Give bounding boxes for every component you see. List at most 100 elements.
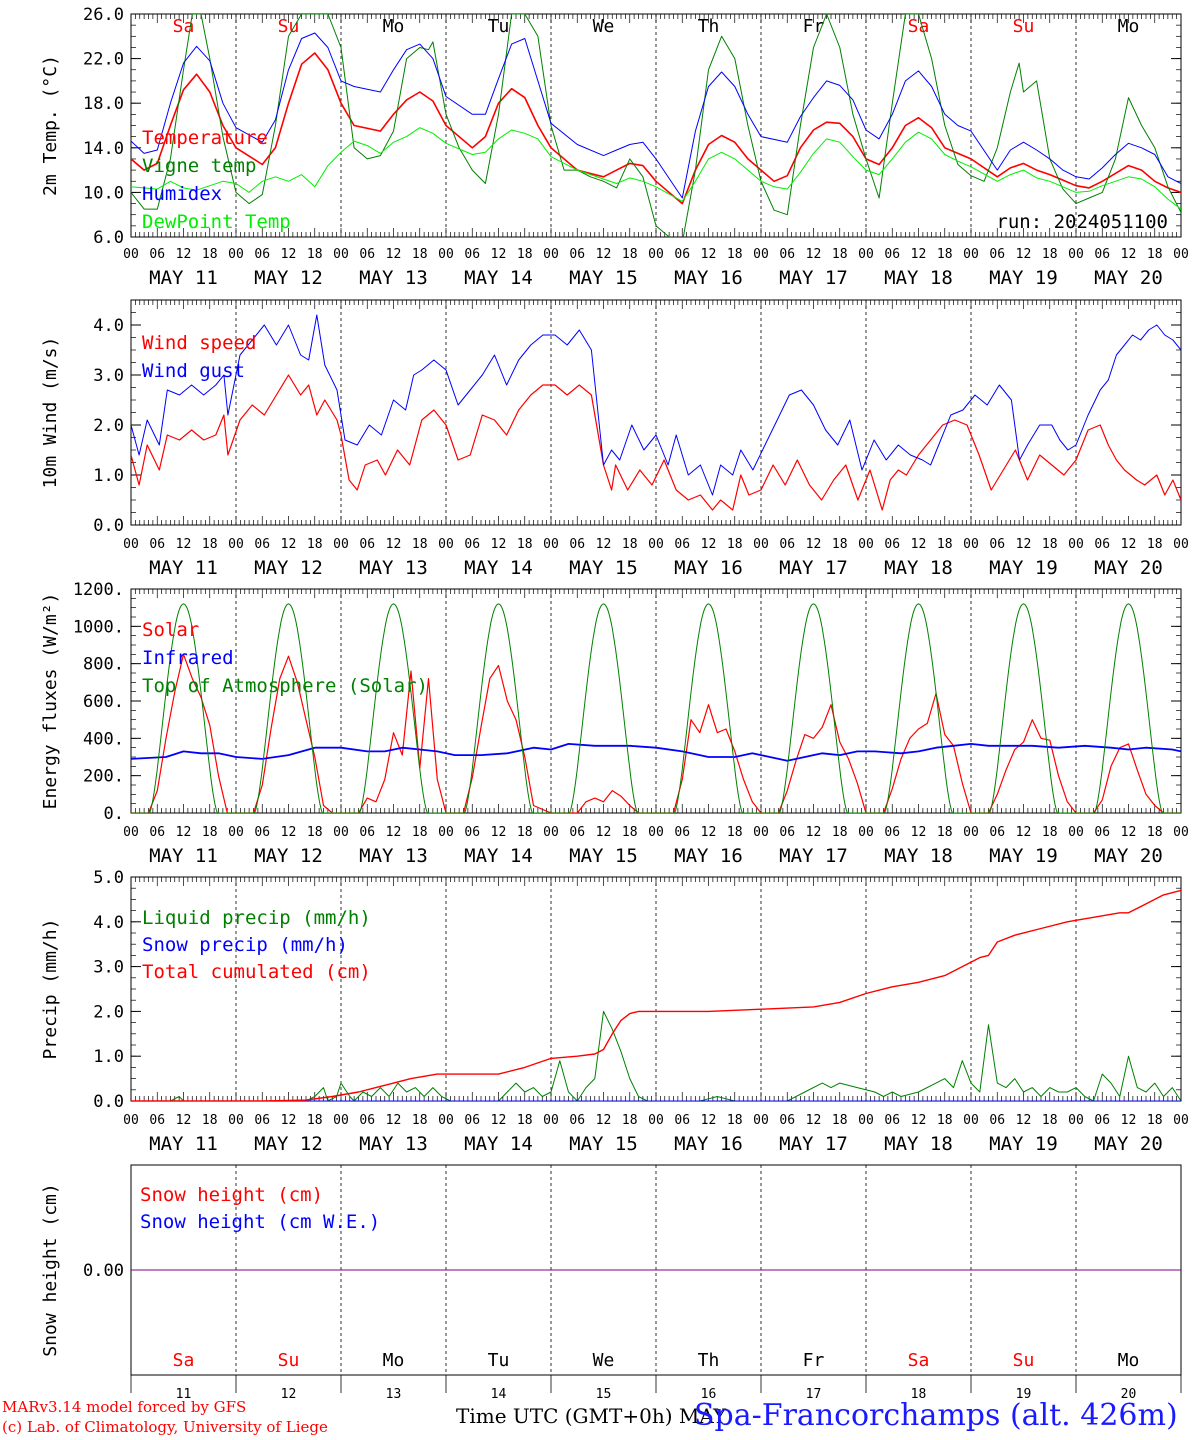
x-tick-label: 00	[228, 1113, 244, 1128]
y-tick-label: 0.00	[83, 1261, 124, 1281]
x-tick-label: 00	[123, 1113, 139, 1128]
x-day-label: MAY 17	[779, 845, 848, 867]
x-day-label: MAY 14	[464, 267, 533, 289]
x-tick-label: 00	[438, 537, 454, 552]
y-tick-label: 800.	[83, 655, 124, 675]
x-tick-label: 12	[176, 825, 192, 840]
x-tick-label: 00	[543, 247, 559, 262]
x-day-label: MAY 20	[1094, 1133, 1163, 1155]
x-tick-label: 12	[911, 1113, 927, 1128]
day-number-label: 17	[806, 1387, 822, 1402]
weekday-label: Su	[1013, 1350, 1035, 1371]
x-tick-label: 06	[779, 247, 795, 262]
x-tick-label: 18	[727, 825, 743, 840]
x-tick-label: 06	[254, 537, 270, 552]
x-day-label: MAY 20	[1094, 267, 1163, 289]
y-tick-label: 1.0	[93, 466, 124, 486]
x-tick-label: 00	[858, 537, 874, 552]
x-tick-label: 12	[386, 247, 402, 262]
x-tick-label: 12	[806, 537, 822, 552]
x-tick-label: 00	[1068, 1113, 1084, 1128]
x-tick-label: 00	[438, 247, 454, 262]
x-tick-label: 06	[674, 825, 690, 840]
x-tick-label: 06	[884, 1113, 900, 1128]
weekday-label: Th	[698, 1350, 720, 1371]
x-tick-label: 00	[228, 537, 244, 552]
x-tick-label: 06	[674, 247, 690, 262]
x-tick-label: 00	[1068, 825, 1084, 840]
run-label: run: 2024051100	[996, 211, 1168, 233]
x-tick-label: 00	[858, 1113, 874, 1128]
x-tick-label: 12	[806, 1113, 822, 1128]
y-tick-label: 6.0	[93, 228, 124, 248]
y-tick-label: 1000.	[73, 617, 124, 637]
x-tick-label: 12	[176, 1113, 192, 1128]
x-tick-label: 18	[832, 537, 848, 552]
legend-entry: Wind speed	[142, 332, 256, 354]
x-day-label: MAY 18	[884, 1133, 953, 1155]
weekday-label: Mo	[1118, 16, 1140, 37]
x-tick-label: 06	[149, 1113, 165, 1128]
x-tick-label: 00	[333, 247, 349, 262]
panel-precip: 0.0 1.0 2.0 3.0 4.0 5.0 Precip (mm/h) 00 06 12 18 M…	[40, 868, 1189, 1155]
x-tick-label: 00	[438, 825, 454, 840]
series-group	[131, 14, 1181, 237]
x-tick-label: 12	[176, 247, 192, 262]
x-tick-label: 06	[359, 825, 375, 840]
weekday-label: Su	[1013, 16, 1035, 37]
series-group	[131, 314, 1181, 511]
y-tick-label: 3.0	[93, 366, 124, 386]
x-tick-label: 00	[123, 537, 139, 552]
x-tick-label: 06	[464, 247, 480, 262]
x-tick-label: 18	[412, 247, 428, 262]
y-tick-label: 2.0	[93, 1002, 124, 1022]
x-tick-label: 12	[701, 825, 717, 840]
x-tick-label: 06	[359, 537, 375, 552]
x-day-label: MAY 18	[884, 267, 953, 289]
x-tick-label: 06	[569, 1113, 585, 1128]
x-tick-label: 00	[963, 825, 979, 840]
x-tick-label: 18	[517, 247, 533, 262]
credit-line-2: (c) Lab. of Climatology, University of L…	[2, 1418, 328, 1436]
x-tick-label: 18	[1147, 537, 1163, 552]
weekday-label: Su	[278, 16, 300, 37]
x-tick-label: 12	[386, 1113, 402, 1128]
x-tick-label: 00	[648, 247, 664, 262]
x-day-label: MAY 17	[779, 267, 848, 289]
x-day-label: MAY 17	[779, 1133, 848, 1155]
x-day-label: MAY 19	[989, 267, 1058, 289]
x-day-label: MAY 13	[359, 1133, 428, 1155]
x-tick-label: 06	[464, 1113, 480, 1128]
x-tick-label: 06	[884, 247, 900, 262]
x-tick-label: 06	[989, 825, 1005, 840]
x-tick-label: 06	[254, 247, 270, 262]
weekday-label: Th	[698, 16, 720, 37]
x-day-label: MAY 20	[1094, 845, 1163, 867]
x-tick-label: 06	[569, 247, 585, 262]
x-tick-label: 06	[989, 1113, 1005, 1128]
weekday-label: Sa	[908, 16, 930, 37]
x-tick-label: 12	[596, 1113, 612, 1128]
x-tick-label: 18	[202, 537, 218, 552]
day-number-label: 14	[491, 1387, 507, 1402]
weekday-label: Fr	[803, 16, 825, 37]
x-tick-label: 00	[648, 1113, 664, 1128]
x-tick-label: 06	[254, 1113, 270, 1128]
x-tick-label: 06	[779, 537, 795, 552]
plot-frame	[130, 13, 1182, 238]
x-tick-label: 18	[1042, 825, 1058, 840]
x-day-label: MAY 15	[569, 557, 638, 579]
legend-entry: Snow height (cm)	[140, 1184, 323, 1206]
y-tick-label: 3.0	[93, 958, 124, 978]
x-tick-label: 12	[491, 825, 507, 840]
weekday-label: We	[593, 16, 615, 37]
legend-entry: Solar	[142, 619, 199, 641]
series-line	[131, 374, 1181, 511]
x-tick-label: 18	[832, 1113, 848, 1128]
legend-entry: Temperature	[142, 127, 268, 149]
day-number-label: 11	[176, 1387, 192, 1402]
day-number-label: 18	[911, 1387, 927, 1402]
x-tick-label: 18	[622, 537, 638, 552]
x-tick-label: 06	[569, 825, 585, 840]
